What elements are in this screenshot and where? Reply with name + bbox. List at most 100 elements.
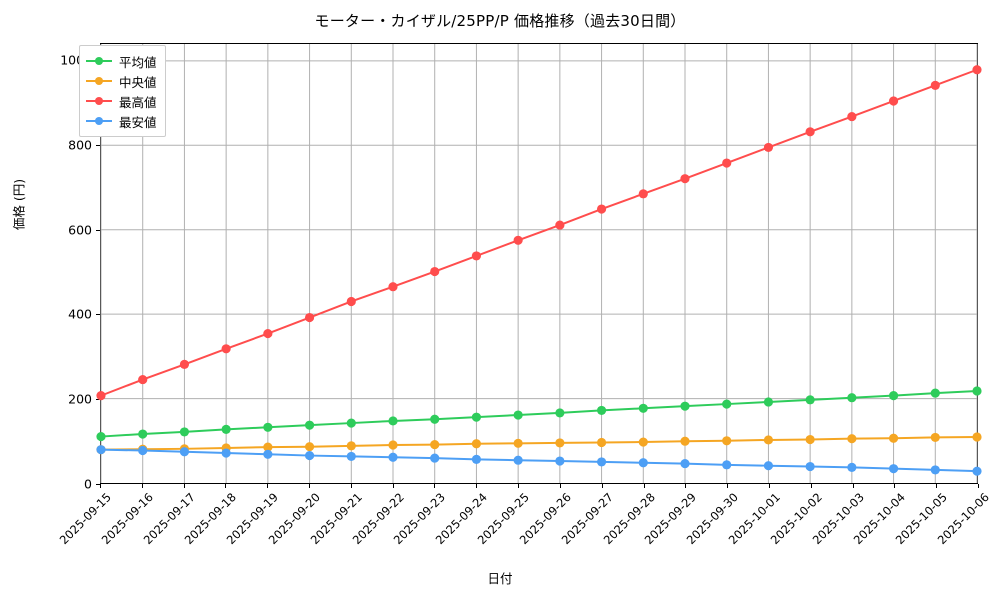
data-series-layer [96, 65, 982, 476]
data-point-marker [96, 445, 106, 455]
x-tick-mark [518, 484, 520, 488]
data-point-marker [513, 235, 523, 245]
data-point-marker [263, 442, 273, 452]
y-tick-mark [96, 484, 100, 485]
x-tick-mark [768, 484, 770, 488]
data-point-marker [430, 414, 440, 424]
data-point-marker [888, 391, 899, 401]
data-point-marker [263, 449, 273, 459]
data-point-marker [680, 436, 690, 446]
data-point-marker [388, 282, 398, 292]
data-point-marker [805, 461, 815, 472]
data-point-marker [263, 422, 273, 432]
legend-label: 中央値 [119, 74, 157, 90]
data-point-marker [304, 450, 315, 461]
x-tick-mark [810, 484, 812, 488]
legend-item-3[interactable]: 最高値 [86, 91, 157, 111]
x-tick-mark [309, 484, 311, 488]
y-tick-label: 400 [68, 306, 92, 322]
data-point-marker [596, 405, 607, 415]
data-point-marker [513, 438, 523, 448]
data-point-marker [346, 451, 356, 461]
x-tick-mark [434, 484, 436, 488]
x-tick-mark [350, 484, 352, 488]
data-point-marker [763, 142, 774, 152]
data-point-marker [346, 418, 356, 428]
x-tick-mark [936, 484, 938, 488]
data-point-marker [304, 442, 315, 452]
x-tick-mark [727, 484, 729, 488]
data-point-marker [972, 466, 982, 476]
data-point-marker [471, 251, 482, 261]
data-point-marker [388, 452, 398, 462]
data-point-marker [304, 420, 315, 430]
x-tick-mark [476, 484, 478, 488]
data-point-marker [596, 204, 607, 214]
data-point-marker [221, 448, 231, 458]
data-point-marker [805, 395, 815, 405]
data-point-marker [888, 464, 899, 474]
data-point-marker [638, 437, 648, 447]
data-point-marker [346, 296, 356, 307]
legend-item-1[interactable]: 平均値 [86, 51, 157, 71]
data-point-marker [555, 456, 565, 466]
y-tick-mark [96, 399, 100, 401]
data-point-marker [471, 439, 482, 449]
y-tick-label: 600 [68, 222, 92, 238]
data-point-marker [96, 431, 106, 442]
data-point-marker [930, 432, 940, 442]
data-point-marker [930, 465, 940, 475]
series-line [100, 448, 978, 473]
data-point-marker [96, 391, 106, 401]
data-point-marker [805, 127, 815, 137]
x-tick-mark [601, 484, 603, 488]
legend-item-2[interactable]: 中央値 [86, 71, 157, 91]
legend-label: 最安値 [119, 114, 157, 130]
series-3 [96, 65, 982, 401]
data-point-marker [680, 174, 690, 184]
data-point-marker [179, 427, 190, 437]
data-point-marker [763, 397, 774, 407]
y-tick-mark [96, 229, 100, 231]
data-point-marker [388, 440, 398, 450]
data-point-marker [430, 440, 440, 450]
data-point-marker [847, 393, 857, 403]
legend-item-4[interactable]: 最安値 [86, 111, 157, 131]
y-tick-label: 0 [84, 476, 92, 492]
data-point-marker [722, 460, 732, 470]
x-tick-mark [183, 484, 185, 488]
x-axis-tick-labels: 2025-09-15 2025-09-16 2025-09-17 2025-09-18… [57, 490, 992, 570]
y-tick-mark [96, 144, 100, 146]
x-tick-mark [100, 484, 101, 488]
legend-label: 最高値 [119, 94, 157, 110]
y-tick-mark [96, 314, 100, 316]
x-axis-label: 日付 [487, 571, 513, 586]
chart-title: モーター・カイザル/25PP/P 価格推移（過去30日間） [314, 12, 686, 30]
data-point-marker [722, 399, 732, 409]
data-point-marker [680, 459, 690, 469]
data-point-marker [847, 434, 857, 444]
x-tick-mark [141, 484, 143, 488]
x-tick-mark [267, 484, 269, 488]
series-line [100, 68, 978, 397]
data-point-marker [638, 189, 648, 199]
data-point-marker [888, 433, 899, 443]
data-point-marker [430, 266, 440, 277]
legend-swatch-icon [86, 75, 112, 87]
data-point-marker [638, 458, 648, 468]
data-point-marker [221, 424, 231, 434]
data-point-marker [888, 96, 899, 106]
data-point-marker [555, 408, 565, 418]
x-tick-mark [978, 484, 979, 488]
data-point-marker [847, 462, 857, 472]
data-point-marker [555, 438, 565, 448]
chart-legend[interactable]: 平均値中央値最高値最安値 [79, 45, 166, 137]
x-tick-mark [685, 484, 687, 488]
data-point-marker [430, 453, 440, 463]
data-point-marker [638, 403, 648, 413]
data-point-marker [930, 388, 940, 398]
data-point-marker [179, 447, 190, 457]
x-tick-mark [225, 484, 227, 488]
legend-label: 平均値 [119, 54, 157, 70]
